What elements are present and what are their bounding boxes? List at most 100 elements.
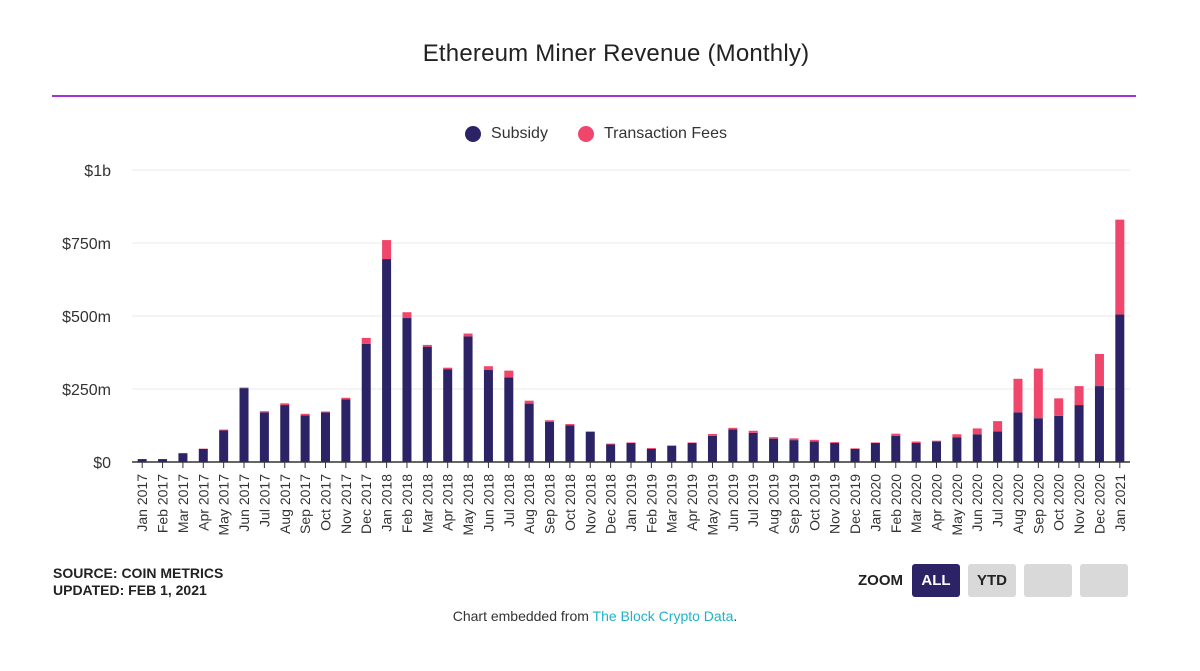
bar-subsidy (972, 434, 982, 462)
bar-subsidy (280, 405, 290, 462)
updated-label: UPDATED: FEB 1, 2021 (53, 582, 207, 598)
x-tick-label: Dec 2018 (603, 474, 619, 534)
bar-subsidy (993, 431, 1003, 462)
bar-transaction-fees (707, 433, 717, 436)
bar-subsidy (320, 412, 330, 462)
bar-subsidy (891, 435, 901, 462)
x-tick-label: Apr 2019 (684, 474, 700, 531)
bar-subsidy (1074, 405, 1084, 462)
x-tick-label: Mar 2019 (664, 474, 680, 533)
y-tick-label: $250m (62, 382, 111, 399)
x-tick-label: May 2018 (460, 474, 476, 536)
bar-subsidy (911, 443, 921, 462)
bar-subsidy (667, 445, 677, 462)
x-tick-label: Sep 2020 (1030, 474, 1046, 534)
bar-subsidy (402, 318, 412, 462)
bar-subsidy (1115, 314, 1125, 462)
bar-subsidy (1054, 415, 1064, 462)
zoom-ytd-button[interactable]: YTD (968, 564, 1016, 597)
x-tick-label: Dec 2019 (847, 474, 863, 534)
x-tick-label: Oct 2020 (1051, 474, 1067, 531)
x-tick-label: Feb 2020 (888, 474, 904, 533)
bar-subsidy (1013, 412, 1023, 462)
zoom-blank-button-1[interactable] (1024, 564, 1072, 597)
legend-item-subsidy[interactable]: Subsidy (465, 125, 548, 143)
x-tick-label: Aug 2018 (521, 474, 537, 534)
bar-subsidy (382, 259, 392, 462)
x-tick-label: Apr 2020 (929, 474, 945, 531)
x-tick-label: Jan 2018 (379, 474, 395, 532)
bar-transaction-fees (239, 387, 249, 389)
embed-prefix: Chart embedded from (452, 608, 593, 624)
zoom-controls: ZOOM ALL YTD (858, 564, 1128, 597)
bar-subsidy (219, 430, 229, 462)
bar-transaction-fees (483, 366, 493, 371)
x-tick-label: Jan 2020 (867, 474, 883, 532)
bar-subsidy (341, 399, 351, 462)
embed-note: Chart embedded from The Block Crypto Dat… (0, 608, 1190, 624)
bar-subsidy (585, 431, 595, 462)
bar-subsidy (422, 346, 432, 462)
bar-subsidy (626, 443, 636, 462)
legend-item-transaction-fees[interactable]: Transaction Fees (577, 125, 727, 143)
bar-subsidy (137, 459, 147, 462)
bar-transaction-fees (891, 433, 901, 436)
the-block-link[interactable]: The Block Crypto Data (592, 608, 734, 624)
x-tick-label: Apr 2017 (195, 474, 211, 531)
x-tick-label: Mar 2018 (419, 474, 435, 533)
source-info: SOURCE: COIN METRICS UPDATED: FEB 1, 202… (53, 565, 223, 599)
bar-subsidy (158, 459, 168, 462)
bar-transaction-fees (789, 438, 799, 441)
x-tick-label: Nov 2017 (338, 474, 354, 534)
bar-subsidy (1094, 386, 1104, 462)
bar-transaction-fees (1074, 386, 1084, 406)
bar-transaction-fees (646, 447, 656, 449)
x-tick-label: Nov 2020 (1071, 474, 1087, 534)
x-tick-label: May 2017 (216, 474, 232, 536)
x-tick-label: Apr 2018 (440, 474, 456, 531)
bar-transaction-fees (361, 337, 371, 344)
x-tick-label: May 2019 (704, 474, 720, 536)
bar-subsidy (361, 343, 371, 462)
bar-transaction-fees (524, 400, 534, 404)
bar-subsidy (483, 370, 493, 462)
zoom-blank-button-2[interactable] (1080, 564, 1128, 597)
bar-subsidy (524, 403, 534, 462)
x-tick-label: Nov 2019 (827, 474, 843, 534)
y-tick-label: $0 (93, 455, 111, 472)
x-tick-label: Jul 2019 (745, 474, 761, 527)
x-tick-label: Jan 2021 (1112, 474, 1128, 532)
x-tick-label: Feb 2019 (643, 474, 659, 533)
legend-swatch-subsidy (465, 126, 482, 142)
x-tick-label: Aug 2017 (277, 474, 293, 534)
x-tick-label: Feb 2018 (399, 474, 415, 533)
bar-subsidy (769, 438, 779, 462)
x-tick-label: Nov 2018 (582, 474, 598, 534)
bar-transaction-fees (1094, 353, 1104, 387)
x-tick-label: Jul 2017 (256, 474, 272, 527)
bar-subsidy (259, 412, 269, 462)
bar-subsidy (178, 453, 188, 462)
bar-transaction-fees (280, 403, 290, 406)
x-tick-label: Sep 2018 (542, 474, 558, 534)
bar-subsidy (463, 336, 473, 462)
bar-subsidy (565, 425, 575, 462)
bar-transaction-fees (728, 427, 738, 430)
legend-label-subsidy: Subsidy (491, 125, 548, 142)
x-tick-label: Jul 2020 (990, 474, 1006, 527)
embed-suffix: . (733, 608, 738, 624)
bar-transaction-fees (911, 441, 921, 444)
x-tick-label: Sep 2019 (786, 474, 802, 534)
x-tick-label: Mar 2017 (175, 474, 191, 533)
y-tick-label: $500m (62, 309, 111, 326)
x-tick-label: Dec 2020 (1091, 474, 1107, 534)
zoom-all-button[interactable]: ALL (912, 564, 960, 597)
x-tick-label: Aug 2019 (766, 474, 782, 534)
bar-transaction-fees (443, 367, 453, 370)
bar-subsidy (198, 448, 208, 462)
x-tick-label: Jan 2017 (134, 474, 150, 532)
bar-subsidy (748, 432, 758, 462)
y-tick-label: $750m (62, 236, 111, 253)
bar-transaction-fees (993, 421, 1003, 432)
chart-title: Ethereum Miner Revenue (Monthly) (422, 40, 810, 67)
